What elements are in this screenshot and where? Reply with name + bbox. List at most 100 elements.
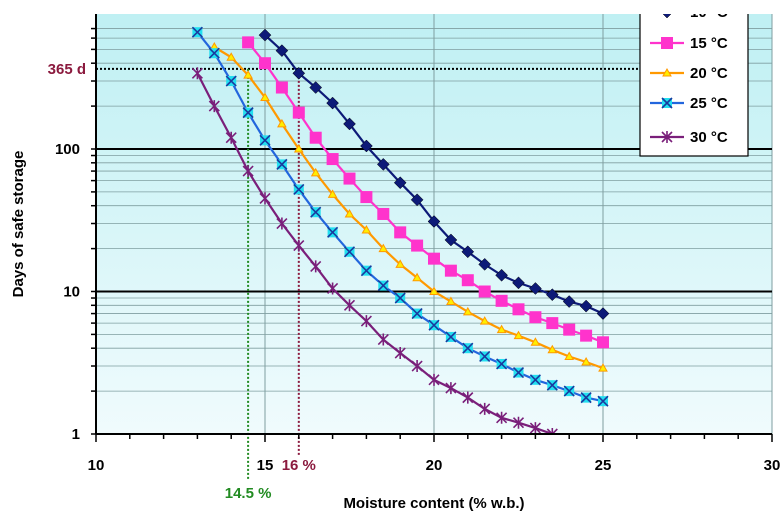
marker-x bbox=[563, 385, 575, 397]
marker-x-cross bbox=[310, 206, 322, 218]
marker-star bbox=[661, 131, 673, 143]
x-tick-label: 10 bbox=[88, 457, 105, 474]
legend-label: 15 °C bbox=[690, 35, 728, 52]
reference-label-x-1: 14.5 % bbox=[225, 485, 272, 502]
marker-square bbox=[478, 285, 491, 298]
series-layer bbox=[191, 26, 610, 434]
reference-label-x-2: 16 % bbox=[282, 457, 316, 474]
marker-triangle bbox=[277, 118, 287, 128]
marker-diamond bbox=[326, 96, 339, 110]
marker-square bbox=[343, 172, 356, 185]
marker-square bbox=[597, 336, 609, 349]
marker-triangle bbox=[226, 52, 237, 61]
marker-x-cross bbox=[327, 226, 339, 238]
marker-x-cross bbox=[259, 134, 271, 146]
marker-x-cross bbox=[445, 331, 457, 343]
marker-star bbox=[512, 416, 525, 429]
marker-square bbox=[444, 264, 457, 277]
marker-x-cross bbox=[411, 308, 423, 320]
marker-x bbox=[310, 206, 322, 218]
marker-x bbox=[191, 26, 203, 38]
marker-x-cross bbox=[546, 379, 558, 391]
marker-square bbox=[428, 252, 440, 265]
marker-x-cross bbox=[208, 47, 220, 59]
marker-x bbox=[293, 183, 305, 196]
marker-square bbox=[377, 207, 390, 220]
marker-diamond bbox=[579, 299, 593, 313]
marker-x-cross bbox=[496, 358, 508, 370]
marker-x-cross bbox=[360, 265, 372, 277]
marker-square bbox=[309, 131, 322, 144]
marker-star bbox=[259, 192, 271, 205]
marker-x bbox=[580, 392, 592, 404]
series-line bbox=[247, 41, 604, 344]
marker-square bbox=[495, 294, 508, 307]
marker-triangle bbox=[361, 225, 372, 234]
marker-triangle bbox=[530, 337, 541, 346]
marker-x bbox=[496, 358, 508, 370]
marker-triangle bbox=[344, 208, 355, 218]
marker-triangle bbox=[378, 243, 389, 253]
marker-square bbox=[529, 311, 542, 324]
marker-x-cross bbox=[377, 280, 389, 292]
marker-triangle bbox=[598, 363, 608, 372]
tick-labels: 10 15 20 25 30 1 10 100 bbox=[55, 141, 780, 474]
marker-x-cross bbox=[529, 374, 541, 386]
y-axis-title: Days of safe storage bbox=[10, 151, 27, 298]
legend-box bbox=[639, 14, 749, 157]
marker-x bbox=[512, 366, 525, 379]
marker-triangle bbox=[243, 70, 253, 79]
series-4 bbox=[191, 67, 558, 434]
marker-diamond bbox=[545, 288, 559, 302]
marker-diamond bbox=[495, 268, 508, 282]
marker-x-cross bbox=[597, 395, 609, 407]
marker-star bbox=[462, 391, 474, 404]
marker-star bbox=[411, 360, 423, 373]
marker-diamond bbox=[662, 14, 672, 19]
marker-x-cross bbox=[394, 292, 406, 304]
marker-square bbox=[326, 153, 339, 166]
marker-square bbox=[394, 226, 407, 239]
marker-triangle bbox=[462, 306, 473, 316]
legend-label: 20 °C bbox=[690, 65, 728, 82]
marker-x bbox=[529, 374, 541, 386]
marker-star bbox=[242, 165, 254, 178]
marker-triangle bbox=[429, 286, 439, 295]
x-tick-label: 15 bbox=[257, 457, 274, 474]
marker-diamond bbox=[478, 258, 492, 271]
marker-star bbox=[343, 299, 356, 312]
marker-x-cross bbox=[343, 246, 356, 258]
marker-x-cross bbox=[580, 392, 592, 404]
marker-star bbox=[225, 131, 237, 144]
marker-x bbox=[208, 47, 220, 59]
marker-diamond bbox=[393, 176, 407, 190]
marker-diamond bbox=[292, 66, 306, 80]
marker-star bbox=[546, 428, 558, 434]
marker-diamond bbox=[376, 158, 390, 171]
marker-triangle bbox=[662, 67, 672, 77]
marker-square bbox=[360, 191, 373, 204]
marker-diamond bbox=[512, 276, 525, 290]
marker-x-cross bbox=[191, 26, 203, 38]
marker-x bbox=[327, 226, 339, 238]
y-tick-label: 100 bbox=[55, 141, 80, 158]
marker-square bbox=[512, 303, 525, 316]
marker-triangle bbox=[310, 167, 321, 177]
marker-star bbox=[394, 347, 406, 360]
marker-star bbox=[496, 411, 508, 424]
marker-triangle bbox=[496, 324, 507, 334]
marker-x bbox=[428, 319, 440, 331]
marker-x bbox=[661, 97, 673, 109]
marker-x bbox=[343, 246, 356, 258]
legend-label: 10 °C bbox=[690, 4, 728, 21]
y-tick-label: 1 bbox=[72, 426, 80, 443]
marker-triangle bbox=[479, 316, 490, 325]
marker-x bbox=[479, 350, 491, 363]
marker-square bbox=[292, 106, 305, 119]
reference-lines: 365 d 14.5 % 16 % bbox=[48, 61, 650, 502]
y-tick-label: 10 bbox=[63, 284, 80, 301]
marker-x-cross bbox=[512, 366, 525, 379]
marker-triangle bbox=[547, 344, 558, 354]
marker-diamond bbox=[444, 233, 458, 247]
